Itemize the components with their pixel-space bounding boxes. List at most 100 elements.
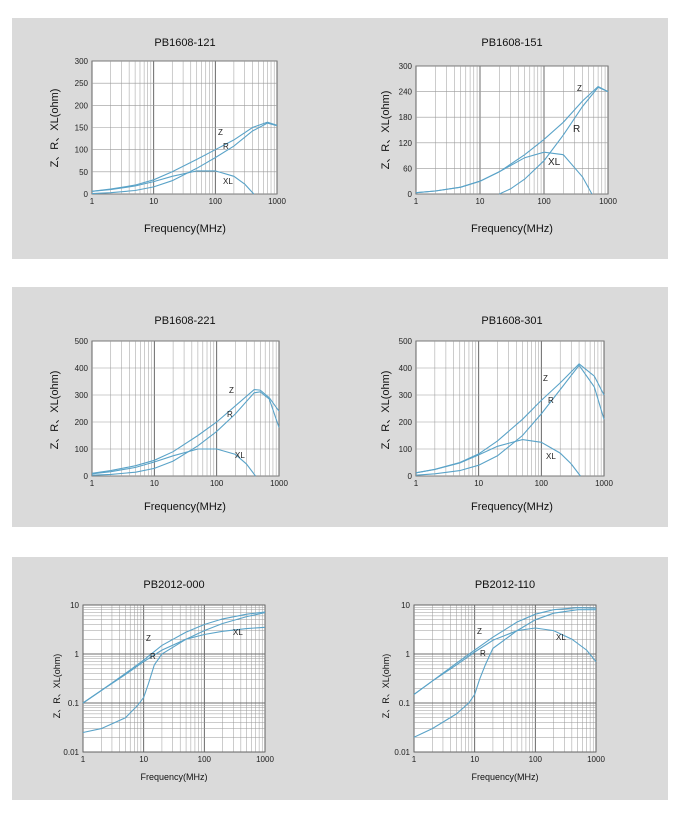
y-axis-label: Z、R、XL(ohm) [380, 371, 392, 450]
y-tick-label: 10 [70, 601, 79, 610]
chart-title: PB2012-110 [475, 579, 535, 591]
x-tick-label: 10 [139, 755, 148, 764]
x-axis-label: Frequency(MHz) [471, 223, 553, 235]
y-tick-label: 500 [399, 337, 413, 346]
series-annotation-r: R [480, 649, 486, 658]
chart-title: PB2012-000 [143, 579, 204, 591]
x-axis-label: Frequency(MHz) [144, 223, 226, 235]
plot-area [413, 604, 597, 753]
series-annotation-r: R [548, 396, 554, 405]
chart-title: PB1608-301 [481, 315, 542, 327]
y-tick-label: 0 [84, 190, 89, 199]
series-line-r [415, 364, 605, 476]
x-tick-label: 1 [90, 479, 95, 488]
y-tick-label: 1 [406, 650, 411, 659]
series-line-z [413, 607, 597, 695]
series-line-xl [415, 151, 593, 195]
series-line-z [91, 389, 280, 474]
y-tick-label: 240 [399, 88, 413, 97]
x-tick-label: 1000 [595, 479, 613, 488]
y-tick-label: 180 [399, 113, 413, 122]
y-axis-label: Z、R、XL(ohm) [381, 654, 391, 719]
x-tick-label: 10 [470, 755, 479, 764]
series-annotation-r: R [227, 410, 233, 419]
x-tick-label: 1 [81, 755, 86, 764]
series-line-xl [91, 170, 255, 195]
plot-area [415, 65, 609, 195]
x-tick-label: 1000 [599, 197, 617, 206]
x-tick-label: 1000 [587, 755, 605, 764]
y-tick-label: 300 [399, 62, 413, 71]
series-line-r [413, 609, 596, 738]
series-annotation-xl: XL [235, 451, 245, 460]
y-axis-label: Z、R、XL(ohm) [49, 371, 61, 450]
series-annotation-xl: XL [548, 157, 561, 168]
grid [413, 604, 597, 753]
y-tick-label: 200 [399, 418, 413, 427]
series-line-r [499, 86, 609, 195]
chart-pb1608-151: 0 60 120 180 240 300 1 10 100 1000 Z R XL PB1608-151 F… [380, 37, 617, 235]
x-tick-label: 100 [535, 479, 549, 488]
series-annotation-r: R [150, 652, 156, 661]
y-tick-label: 0.01 [394, 748, 410, 757]
x-tick-label: 10 [149, 197, 158, 206]
y-tick-label: 0 [408, 190, 413, 199]
x-tick-label: 10 [476, 197, 485, 206]
y-tick-label: 500 [75, 337, 89, 346]
series-line-r [91, 122, 278, 195]
y-tick-label: 0 [408, 472, 413, 481]
series-line-r [91, 391, 280, 476]
x-tick-label: 1 [414, 197, 419, 206]
series-line-xl [82, 626, 266, 704]
y-tick-label: 250 [75, 79, 89, 88]
series-annotation-z: Z [477, 627, 482, 636]
series-line-r [82, 612, 266, 734]
series-annotation-z: Z [218, 128, 223, 137]
x-tick-label: 1000 [268, 197, 286, 206]
x-tick-label: 1000 [270, 479, 288, 488]
series-line-xl [413, 627, 597, 695]
y-tick-label: 60 [403, 164, 412, 173]
x-tick-label: 100 [210, 479, 224, 488]
x-tick-label: 1 [414, 479, 419, 488]
y-axis-label: Z、R、XL(ohm) [380, 91, 392, 170]
x-axis-label: Frequency(MHz) [144, 501, 226, 513]
x-axis-label: Frequency(MHz) [140, 772, 207, 782]
series-annotation-xl: XL [223, 177, 233, 186]
chart-pb2012-000: 0.01 0.1 1 10 1 10 100 1000 ZR XL PB2012-000 Freque… [52, 579, 274, 782]
grid [415, 65, 609, 195]
y-tick-label: 100 [399, 445, 413, 454]
chart-title: PB1608-121 [154, 37, 215, 49]
series-annotation-xl: XL [556, 633, 566, 642]
series-annotation-xl: XL [233, 628, 243, 637]
grid [82, 604, 266, 753]
y-tick-label: 200 [75, 101, 89, 110]
y-tick-label: 10 [401, 601, 410, 610]
series-annotation-r: R [223, 142, 229, 151]
series-annotation-xl: XL [546, 452, 556, 461]
y-tick-label: 0 [84, 472, 89, 481]
x-tick-label: 100 [529, 755, 543, 764]
y-tick-label: 120 [399, 139, 413, 148]
grid [415, 340, 605, 477]
series-annotation-z: Z [543, 374, 548, 383]
x-tick-label: 10 [150, 479, 159, 488]
y-axis-label: Z、R、XL(ohm) [52, 654, 62, 719]
y-tick-label: 100 [75, 445, 89, 454]
x-tick-label: 100 [209, 197, 223, 206]
y-tick-label: 300 [75, 57, 89, 66]
x-tick-label: 1 [90, 197, 95, 206]
y-tick-label: 300 [399, 391, 413, 400]
y-tick-label: 400 [75, 364, 89, 373]
y-tick-label: 400 [399, 364, 413, 373]
series-annotation-z: Z [577, 84, 582, 93]
chart-pb2012-110: 0.01 0.1 1 10 1 10 100 1000 Z R XL PB2012-110 Freque… [381, 579, 605, 782]
y-tick-label: 200 [75, 418, 89, 427]
plot-area [415, 340, 605, 477]
series-annotation-r: R [573, 124, 580, 135]
y-tick-label: 150 [75, 124, 89, 133]
x-tick-label: 100 [198, 755, 212, 764]
y-tick-label: 0.1 [399, 699, 411, 708]
plot-area [91, 340, 280, 477]
chart-pb1608-221: 0 100 200 300 400 500 1 10 100 1000 Z R XL PB1608-221… [49, 315, 288, 513]
